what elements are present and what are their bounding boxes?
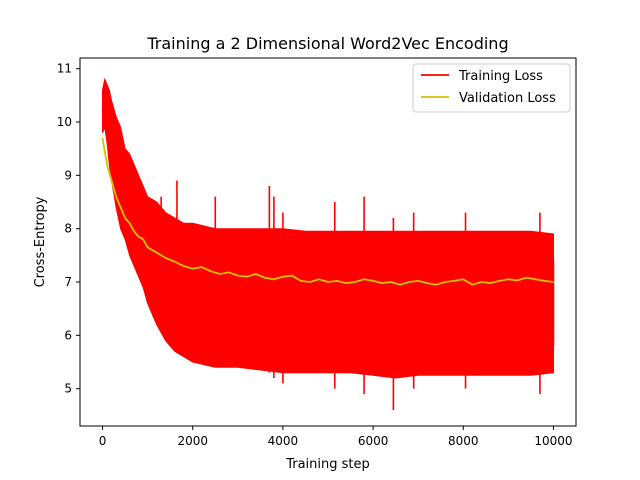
x-tick-label: 0 [99, 434, 107, 448]
y-tick-label: 9 [64, 168, 72, 182]
x-tick-label: 6000 [358, 434, 389, 448]
legend: Training Loss Validation Loss [412, 63, 571, 113]
y-tick-label: 10 [57, 115, 72, 129]
y-tick-label: 5 [64, 382, 72, 396]
legend-box [412, 63, 571, 113]
plot-area [79, 57, 577, 427]
plot-frame [79, 57, 577, 427]
y-tick-label: 8 [64, 222, 72, 236]
x-tick-label: 4000 [268, 434, 299, 448]
y-tick-label: 6 [64, 328, 72, 342]
y-axis-label: Cross-Entropy [33, 196, 48, 287]
validation-loss-line [101, 137, 554, 286]
y-tick-label: 7 [64, 275, 72, 289]
x-tick-label: 8000 [448, 434, 479, 448]
y-tick-label: 11 [57, 62, 72, 76]
chart-title: Training a 2 Dimensional Word2Vec Encodi… [146, 34, 508, 53]
x-tick-label: 2000 [177, 434, 208, 448]
x-axis-ticks: 0 2000 4000 6000 8000 10000 [99, 426, 573, 448]
x-axis-label: Training step [285, 457, 370, 472]
validation-loss-line-group [101, 137, 554, 286]
training-loss-line [101, 89, 554, 310]
training-loss-spike-group [160, 180, 555, 410]
y-axis-ticks: 5 6 7 8 9 10 11 [57, 62, 80, 396]
x-tick-label: 10000 [534, 434, 572, 448]
legend-label-validation-loss: Validation Loss [459, 91, 556, 106]
legend-label-training-loss: Training Loss [458, 69, 543, 84]
